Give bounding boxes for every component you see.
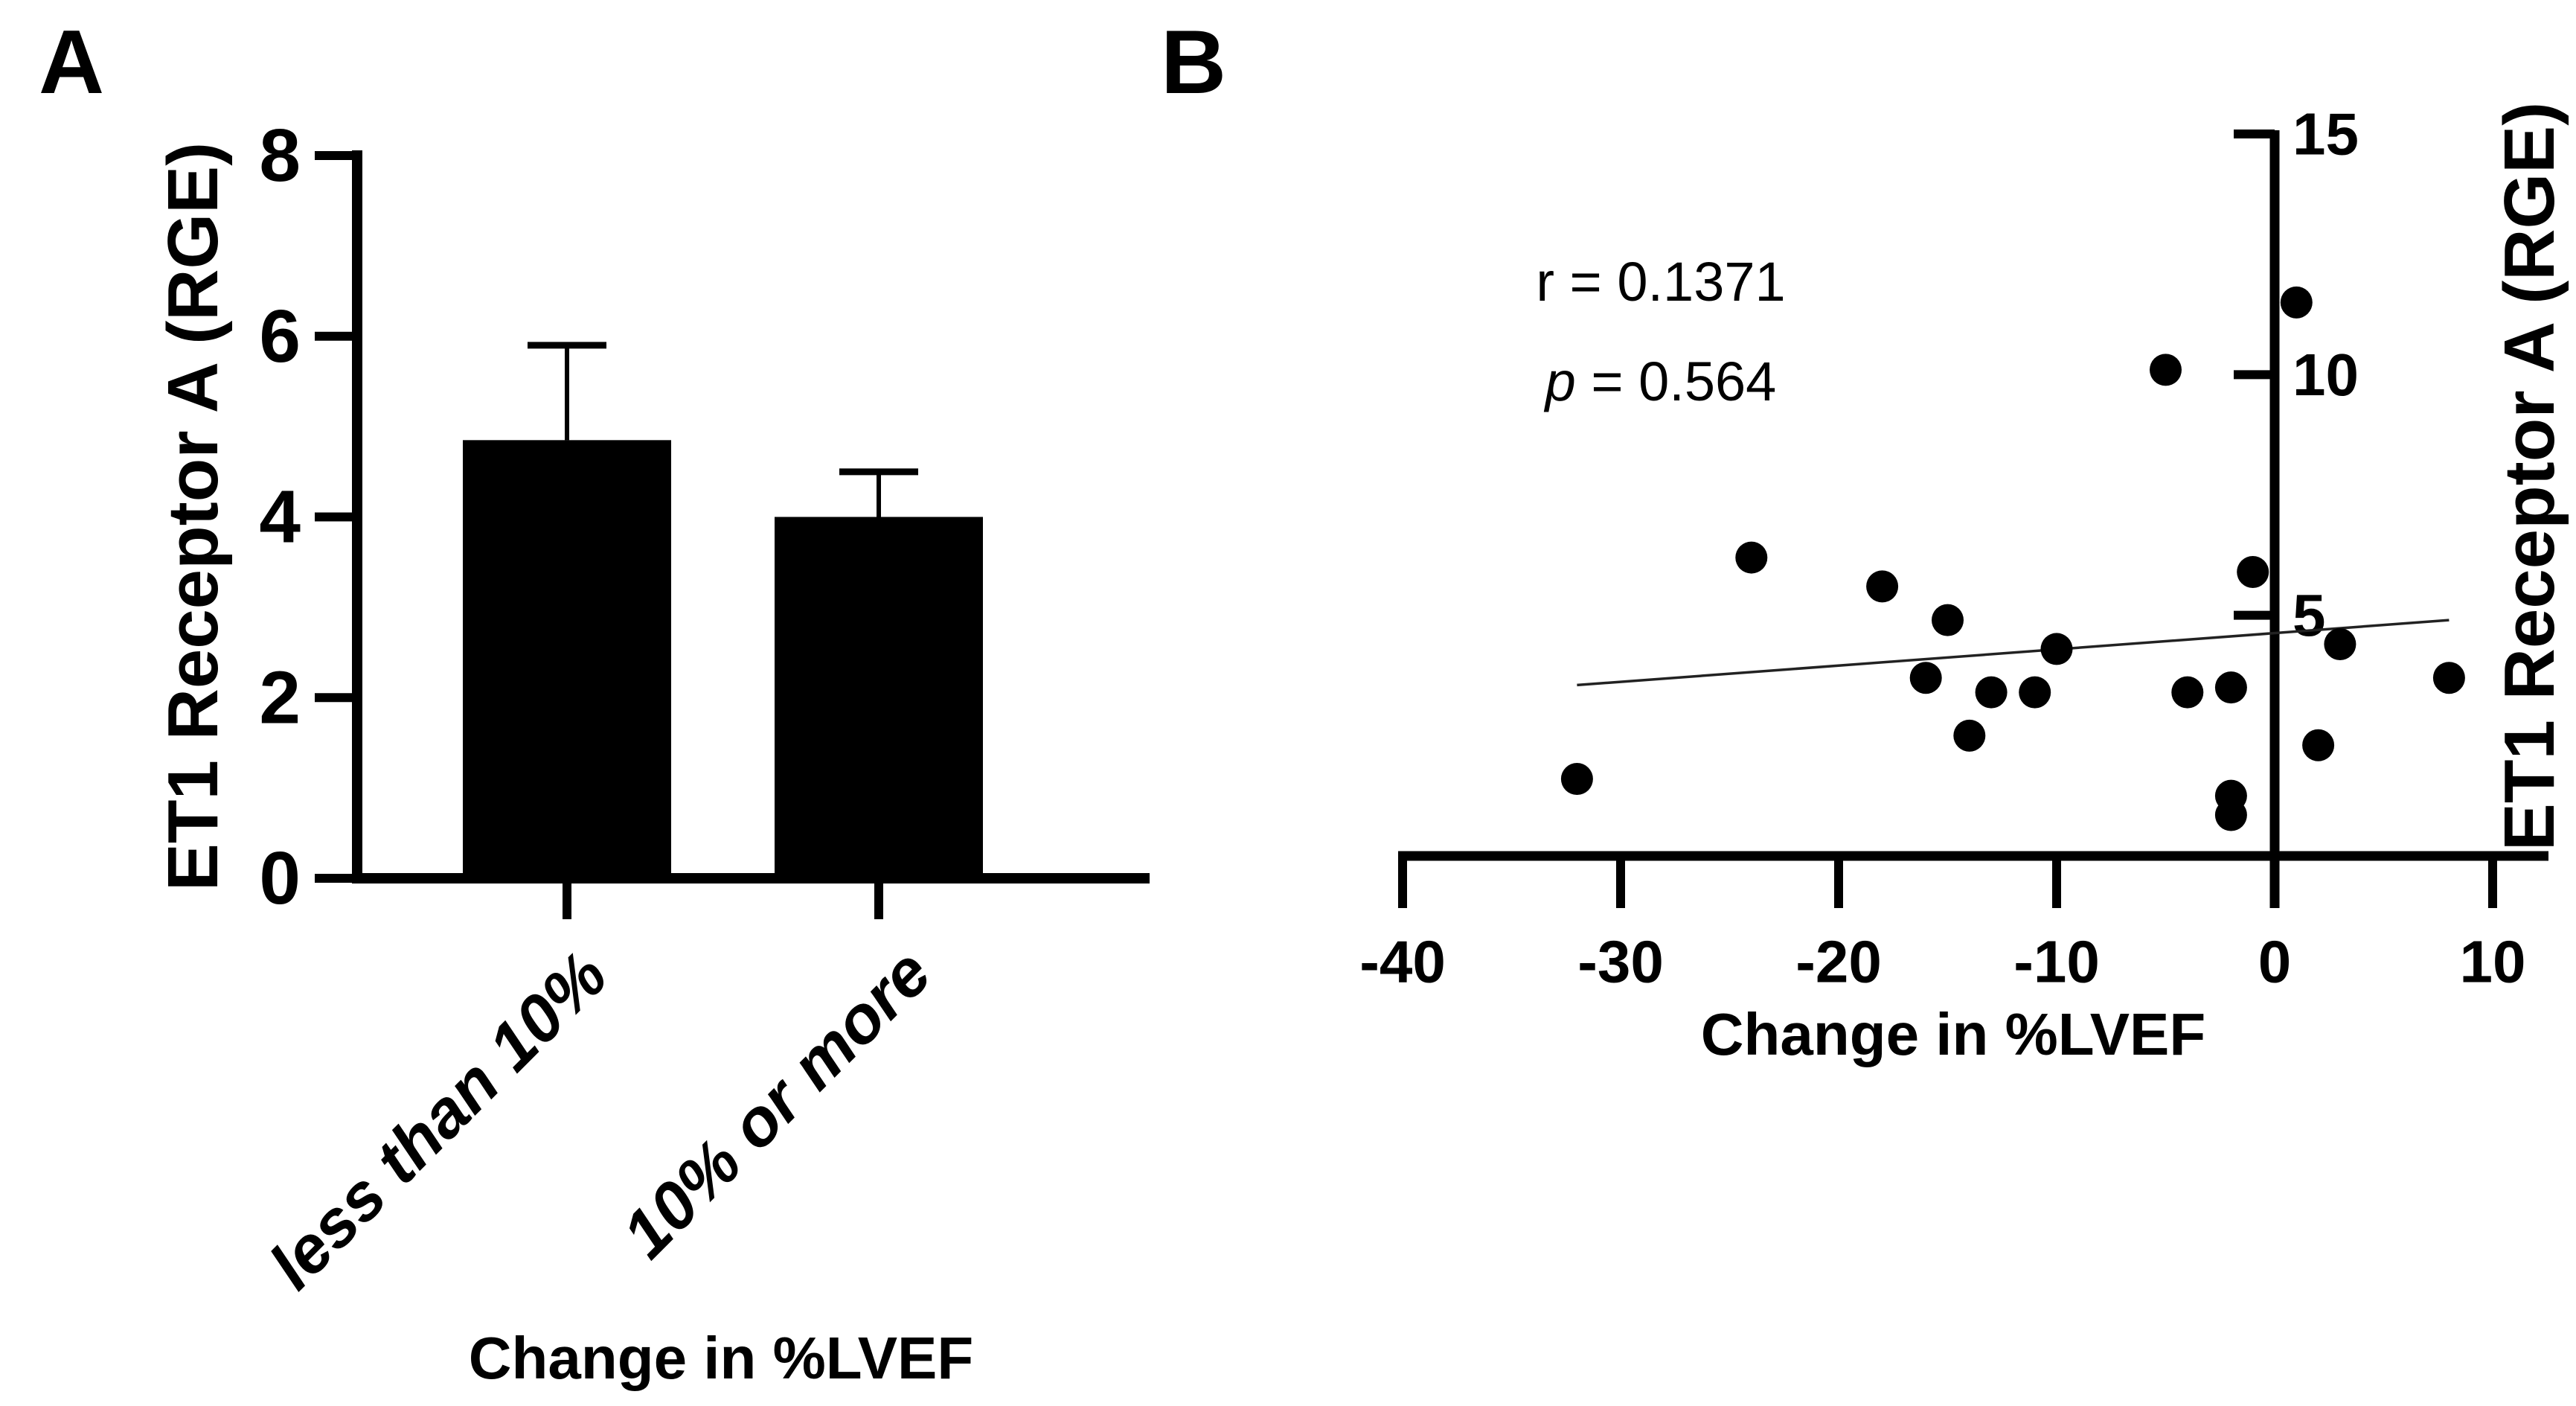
data-point (2150, 354, 2182, 386)
data-point (1735, 541, 1768, 574)
panel-a-x-axis-title: Change in %LVEF (468, 1325, 974, 1391)
tick-label: 0 (259, 837, 301, 920)
data-point (1866, 570, 1899, 603)
panel-b-y-axis-title: ET1 Receptor A (RGE) (2490, 101, 2569, 851)
data-point (1909, 662, 1942, 694)
correlation-p-value: p = 0.564 (1545, 351, 1777, 412)
panel-a-letter: A (39, 11, 105, 112)
data-point (2019, 676, 2051, 709)
panel-b-letter: B (1161, 11, 1227, 112)
data-point (2280, 286, 2313, 319)
data-point (2040, 633, 2073, 665)
bar (775, 517, 983, 878)
data-point (2237, 555, 2269, 588)
data-point (1975, 676, 2008, 709)
data-point (1560, 763, 1593, 796)
tick-label: 4 (259, 476, 301, 559)
correlation-r-value: r = 0.1371 (1536, 251, 1786, 313)
data-point (2302, 729, 2335, 761)
data-point (2214, 671, 2247, 704)
tick-label: 2 (259, 656, 301, 739)
tick-label: 10 (2460, 929, 2526, 995)
data-point (2171, 676, 2204, 709)
tick-label: 0 (2258, 929, 2292, 995)
regression-line (1577, 619, 2450, 687)
tick-label: -20 (1795, 929, 1882, 995)
tick-label: -10 (2013, 929, 2100, 995)
data-point (1953, 719, 1986, 752)
tick-label: -30 (1577, 929, 1664, 995)
tick-label: 8 (259, 114, 301, 197)
panel-b-x-axis-title: Change in %LVEF (1700, 1001, 2206, 1067)
tick-label: 10 (2293, 342, 2359, 408)
data-point (1932, 604, 1964, 636)
bar (463, 440, 671, 878)
tick-label: 15 (2293, 100, 2359, 167)
tick-label: -40 (1359, 929, 1446, 995)
data-point (2432, 662, 2465, 694)
data-point (2324, 627, 2356, 660)
data-point (2214, 799, 2247, 831)
panel-a-y-axis-title: ET1 Receptor A (RGE) (153, 141, 233, 892)
tick-label: 6 (259, 295, 301, 378)
correlation-annotation: r = 0.1371 p = 0.564 (1536, 232, 1785, 432)
tick-label: 5 (2293, 582, 2326, 648)
